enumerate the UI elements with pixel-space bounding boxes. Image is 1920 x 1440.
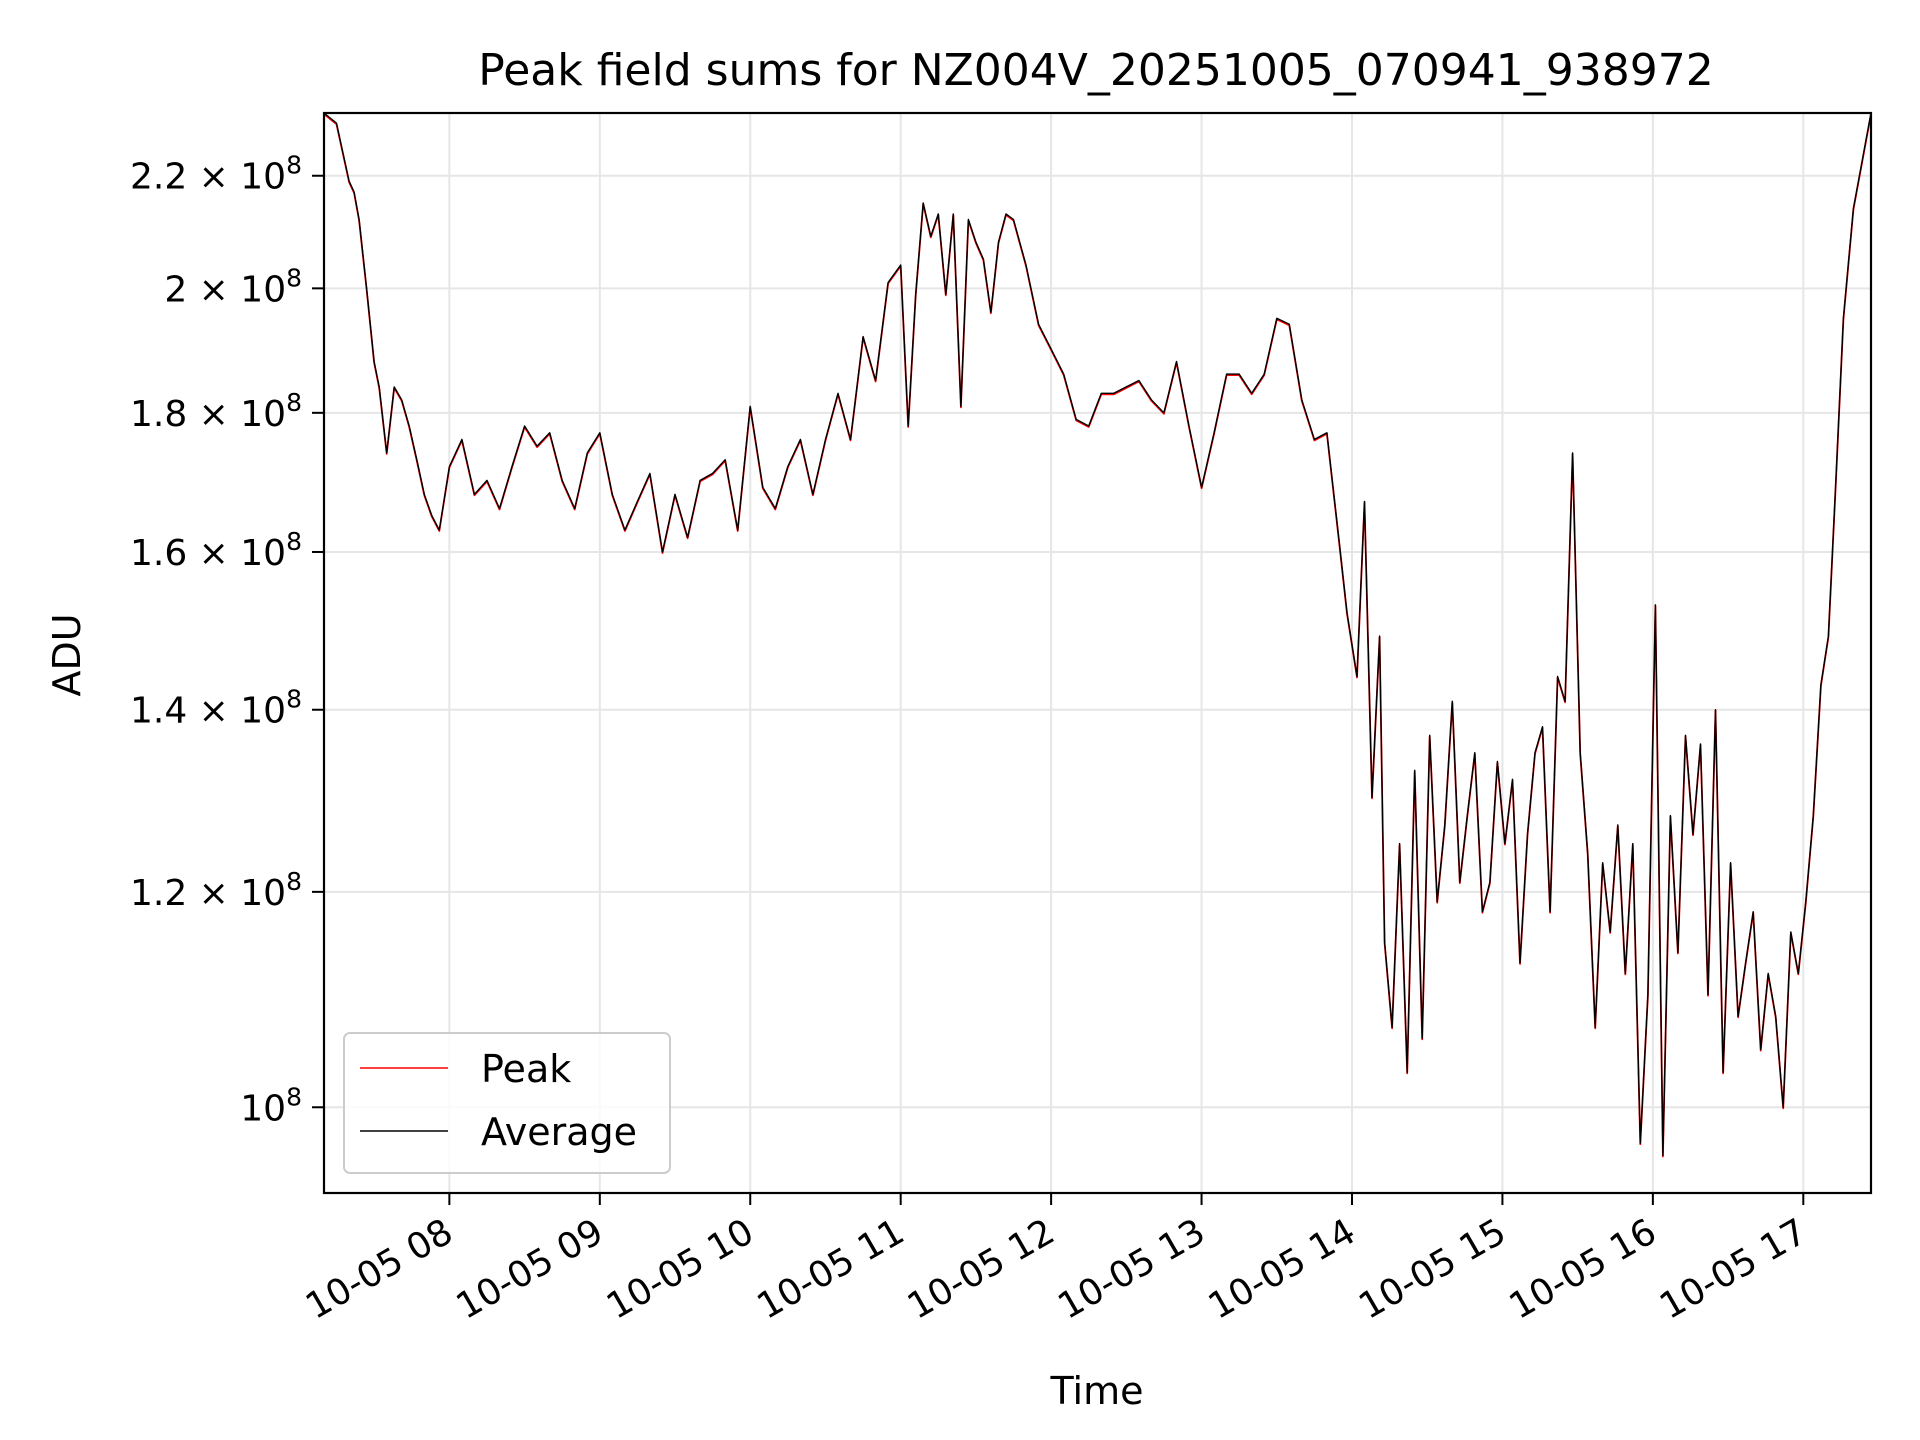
y-axis-label: ADU <box>45 613 89 696</box>
y-tick-label: 108 <box>240 1082 302 1129</box>
y-tick-label: 1.4 × 108 <box>130 685 302 732</box>
legend: Peak Average <box>343 1032 671 1174</box>
y-tick-label: 2 × 108 <box>164 263 302 310</box>
series-line-average <box>323 112 1872 1157</box>
legend-label-peak: Peak <box>481 1047 571 1091</box>
plot-lines <box>323 112 1872 1158</box>
grid <box>324 113 1871 1193</box>
plot-frame <box>322 111 1873 1195</box>
y-tick-label: 2.2 × 108 <box>130 151 302 198</box>
y-tick-label: 1.6 × 108 <box>130 527 302 574</box>
legend-label-average: Average <box>481 1110 637 1154</box>
x-axis-label: Time <box>1050 1369 1144 1413</box>
y-tick-label: 1.8 × 108 <box>130 388 302 435</box>
chart-title: Peak field sums for NZ004V_20251005_0709… <box>478 45 1713 96</box>
y-tick-label: 1.2 × 108 <box>130 867 302 914</box>
